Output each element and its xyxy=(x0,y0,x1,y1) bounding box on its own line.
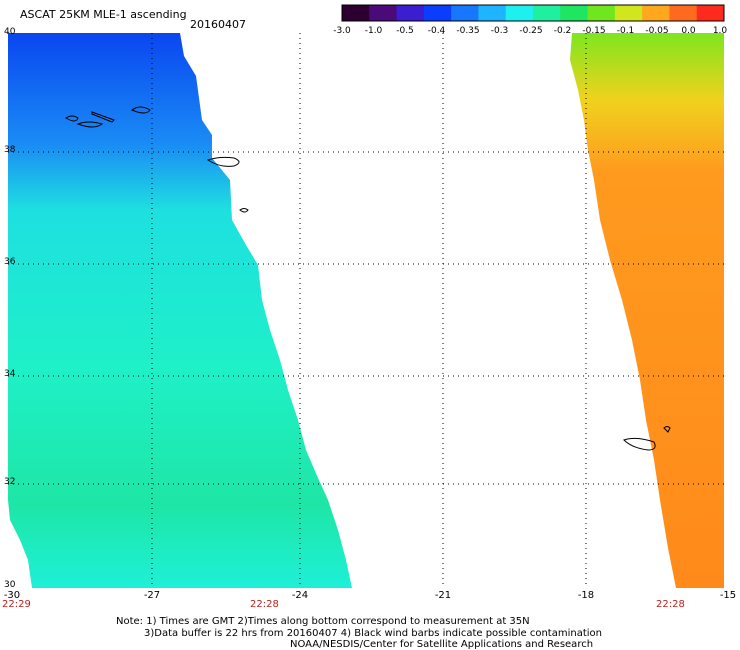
lat-tick-36: 36 xyxy=(4,257,16,267)
lat-tick-38: 38 xyxy=(4,145,16,155)
island-outlines xyxy=(65,106,671,451)
colorbar-label: -0.1 xyxy=(616,26,635,36)
lon-tick-24: -24 xyxy=(291,590,309,601)
map-title: ASCAT 25KM MLE-1 ascending xyxy=(20,8,187,21)
pass-time-right: 22:28 xyxy=(656,599,685,610)
colorbar-segment xyxy=(642,5,670,21)
colorbar-label: -0.5 xyxy=(396,26,414,36)
lon-tick-21: -21 xyxy=(434,590,452,601)
colorbar-label: 1.0 xyxy=(712,26,728,36)
pass-time-mid: 22:28 xyxy=(250,599,279,610)
note-line-3: NOAA/NESDIS/Center for Satellite Applica… xyxy=(290,639,594,650)
east-swath xyxy=(570,33,724,588)
lat-tick-30: 30 xyxy=(4,580,16,590)
lat-tick-40: 40 xyxy=(4,27,16,37)
colorbar-label: -3.0 xyxy=(333,26,351,36)
colorbar-label: -0.25 xyxy=(519,26,543,36)
colorbar-label: -1.0 xyxy=(364,26,383,36)
lat-tick-32: 32 xyxy=(4,477,16,487)
colorbar-segment xyxy=(478,5,507,21)
lon-tick-30: -30 xyxy=(3,590,21,601)
colorbar-label: -0.35 xyxy=(456,26,480,36)
colorbar-segment xyxy=(369,5,398,21)
colorbar xyxy=(341,4,725,22)
colorbar-segment xyxy=(587,5,616,21)
colorbar-label: -0.15 xyxy=(582,26,606,36)
colorbar-segment xyxy=(396,5,425,21)
note-line-2: 3)Data buffer is 22 hrs from 20160407 4)… xyxy=(144,628,602,639)
colorbar-label: 0.0 xyxy=(681,26,696,36)
pass-time-left: 22:29 xyxy=(2,599,31,610)
colorbar-segment xyxy=(505,5,534,21)
colorbar-label: -0.05 xyxy=(645,26,669,36)
colorbar-segment xyxy=(614,5,643,21)
lat-tick-34: 34 xyxy=(4,369,16,379)
colorbar-segment xyxy=(669,5,698,21)
colorbar-segment xyxy=(533,5,561,21)
colorbar-segment xyxy=(560,5,589,21)
west-swath xyxy=(8,33,352,588)
map-date: 20160407 xyxy=(190,18,246,31)
colorbar-label: -0.4 xyxy=(427,26,446,36)
colorbar-segment xyxy=(451,5,479,21)
lon-tick-27: -27 xyxy=(143,590,161,601)
colorbar-segment xyxy=(696,5,725,21)
colorbar-label: -0.2 xyxy=(553,26,572,36)
colorbar-frame xyxy=(341,4,725,22)
lon-tick-15: -15 xyxy=(719,590,737,601)
lon-tick-18: -18 xyxy=(577,590,595,601)
note-line-1: Note: 1) Times are GMT 2)Times along bot… xyxy=(116,616,530,627)
colorbar-label: -0.3 xyxy=(490,26,509,36)
colorbar-segment xyxy=(342,5,370,21)
colorbar-segment xyxy=(423,5,452,21)
